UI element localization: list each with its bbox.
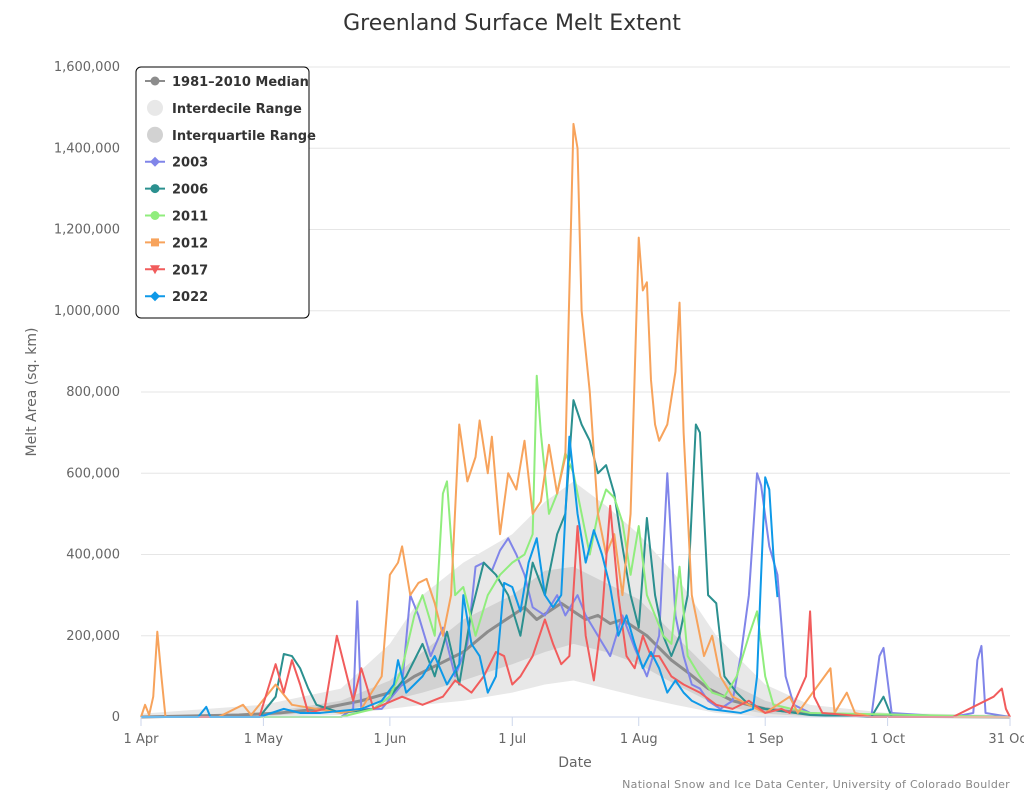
y-tick-label: 800,000 bbox=[66, 385, 120, 400]
legend-band-swatch bbox=[147, 126, 163, 143]
legend-item-interdecile-range[interactable]: Interdecile Range bbox=[147, 99, 302, 117]
interquartile-range-band bbox=[141, 566, 1010, 717]
chart-credit: National Snow and Ice Data Center, Unive… bbox=[622, 778, 1010, 791]
legend-marker bbox=[150, 291, 160, 302]
y-tick-label: 1,000,000 bbox=[54, 304, 120, 319]
legend-item-2022[interactable]: 2022 bbox=[145, 290, 208, 305]
legend-marker bbox=[150, 156, 160, 167]
legend-marker bbox=[150, 184, 160, 194]
legend-label: 2003 bbox=[172, 156, 208, 171]
legend-label: Interquartile Range bbox=[172, 129, 316, 144]
x-tick-label: 31 Oct bbox=[988, 732, 1024, 747]
y-tick-label: 1,200,000 bbox=[54, 223, 120, 238]
legend-label: 2006 bbox=[172, 183, 208, 198]
legend-item-2003[interactable]: 2003 bbox=[145, 156, 208, 171]
legend-item-2011[interactable]: 2011 bbox=[145, 210, 208, 225]
x-tick-label: 1 Oct bbox=[870, 732, 905, 747]
legend-label: 2017 bbox=[172, 263, 208, 278]
legend-item-2012[interactable]: 2012 bbox=[145, 236, 208, 251]
series-line-2012 bbox=[140, 122, 1010, 718]
legend-box bbox=[135, 66, 310, 319]
legend-marker bbox=[150, 265, 160, 275]
y-tick-label: 600,000 bbox=[66, 466, 120, 481]
legend-item-2017[interactable]: 2017 bbox=[145, 263, 208, 278]
legend-label: 1981–2010 Median bbox=[172, 75, 309, 90]
y-tick-label: 1,600,000 bbox=[54, 60, 120, 75]
legend-item-2006[interactable]: 2006 bbox=[145, 183, 208, 198]
series-line-2011 bbox=[141, 374, 1011, 718]
series-line-2006 bbox=[141, 399, 1010, 718]
series-line-2022 bbox=[141, 435, 779, 718]
legend-marker bbox=[150, 211, 160, 220]
x-axis-title: Date bbox=[558, 755, 591, 771]
axes: 0 200,000 400,000 600,000 800,000 1,000,000 1,… bbox=[54, 60, 1024, 747]
legend-label: 2011 bbox=[172, 210, 208, 225]
y-tick-label: 0 bbox=[112, 710, 120, 725]
series-lines bbox=[140, 122, 1011, 718]
legend-label: 2022 bbox=[172, 290, 208, 305]
x-tick-label: 1 Jun bbox=[374, 732, 407, 747]
y-axis-title: Melt Area (sq. km) bbox=[24, 328, 40, 457]
legend-marker bbox=[151, 238, 159, 247]
legend-label: 2012 bbox=[172, 236, 208, 251]
y-tick-label: 200,000 bbox=[66, 629, 120, 644]
legend: 1981–2010 Median Interdecile Range Interqu… bbox=[135, 66, 316, 319]
x-tick-label: 1 May bbox=[244, 732, 284, 747]
legend-marker bbox=[150, 76, 160, 86]
legend-band-swatch bbox=[147, 99, 163, 116]
legend-label: Interdecile Range bbox=[172, 102, 302, 117]
series-line-2017 bbox=[141, 504, 1011, 718]
legend-item-1981-2010-median[interactable]: 1981–2010 Median bbox=[145, 75, 309, 90]
legend-item-interquartile-range[interactable]: Interquartile Range bbox=[147, 126, 316, 144]
x-tick-label: 1 Jul bbox=[498, 732, 526, 747]
y-tick-label: 1,400,000 bbox=[54, 141, 120, 156]
x-tick-label: 1 Aug bbox=[620, 732, 658, 747]
chart-title: Greenland Surface Melt Extent bbox=[343, 11, 681, 36]
x-tick-label: 1 Apr bbox=[124, 732, 160, 747]
x-tick-label: 1 Sep bbox=[747, 732, 784, 747]
y-tick-label: 400,000 bbox=[66, 548, 120, 563]
